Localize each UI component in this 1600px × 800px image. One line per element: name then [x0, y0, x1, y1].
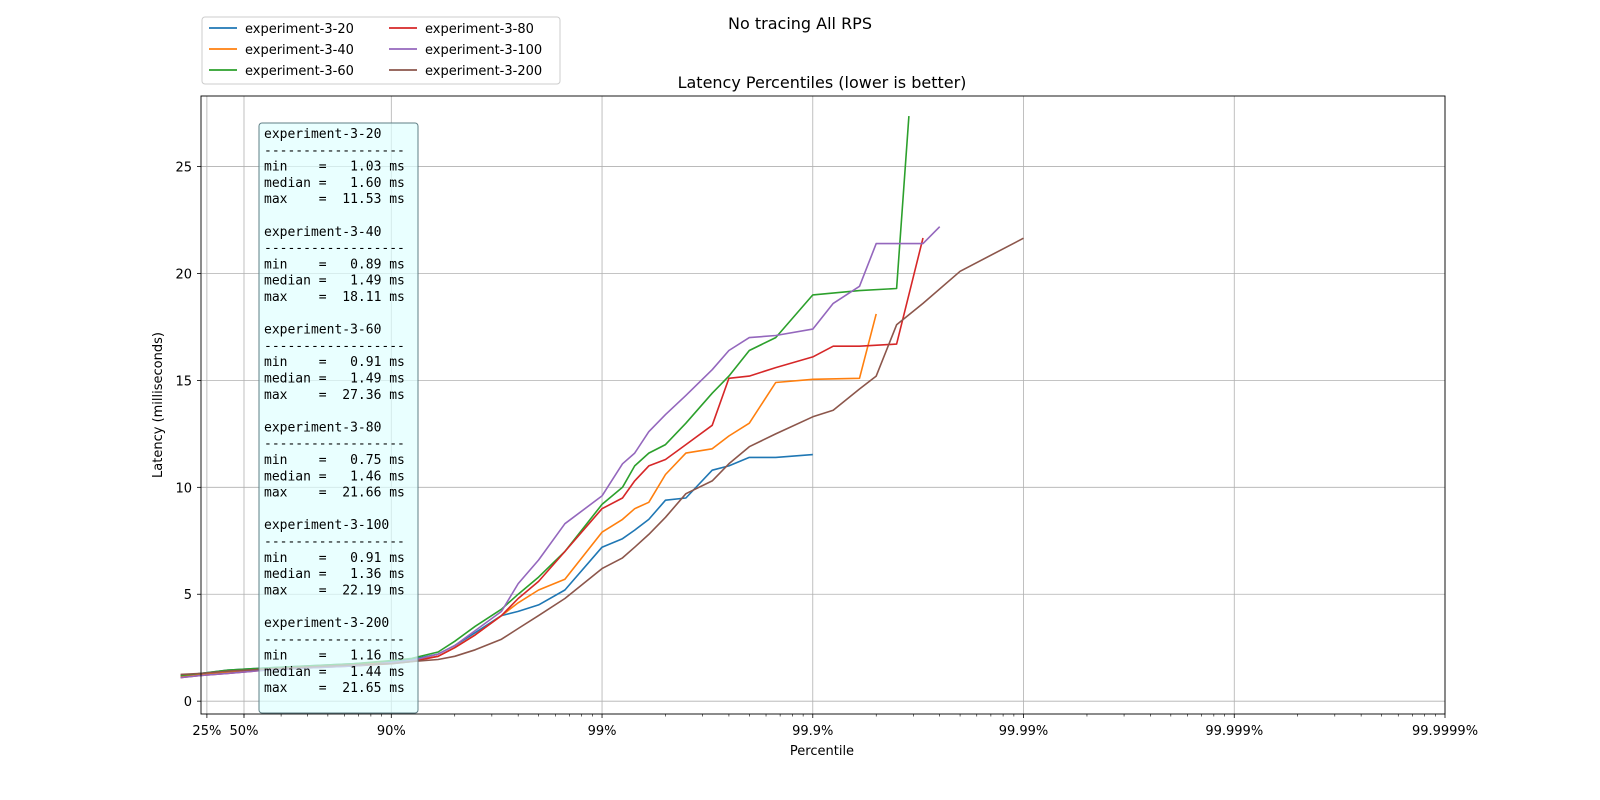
stats-min: min = 1.16 ms: [264, 649, 405, 664]
legend-label: experiment-3-40: [245, 43, 354, 58]
y-axis-label: Latency (milliseconds): [151, 332, 166, 478]
stats-median: median = 1.46 ms: [264, 469, 405, 484]
stats-divider: ------------------: [264, 339, 405, 354]
stats-median: median = 1.49 ms: [264, 274, 405, 289]
stats-annotation-box: experiment-3-20------------------min = 1…: [258, 122, 419, 714]
stats-series-name: experiment-3-20: [264, 127, 381, 142]
stats-min: min = 0.89 ms: [264, 257, 405, 272]
y-tick-label: 25: [175, 161, 192, 176]
stats-series-name: experiment-3-60: [264, 323, 381, 338]
stats-median: median = 1.60 ms: [264, 176, 405, 191]
stats-median: median = 1.49 ms: [264, 372, 405, 387]
plot-frame: [200, 95, 1446, 715]
legend-label: experiment-3-80: [425, 22, 534, 37]
stats-box-background: [258, 122, 419, 714]
x-tick-label: 99.9%: [792, 724, 833, 739]
stats-series-name: experiment-3-100: [264, 518, 389, 533]
legend-label: experiment-3-60: [245, 64, 354, 79]
stats-max: max = 22.19 ms: [264, 583, 405, 598]
x-tick-label: 99.99%: [999, 724, 1049, 739]
axis-ticks: 0 5 10 15 20 25 25% 50% 90% 99% 99.9% 99.99% 99.999%…: [175, 161, 1478, 739]
stats-max: max = 27.36 ms: [264, 388, 405, 403]
stats-divider: ------------------: [264, 143, 405, 158]
stats-max: max = 11.53 ms: [264, 192, 405, 207]
legend-label: experiment-3-100: [425, 43, 542, 58]
x-axis-label: Percentile: [790, 744, 854, 759]
figure-suptitle: No tracing All RPS: [728, 14, 872, 33]
axes-frame: [200, 95, 1446, 715]
stats-median: median = 1.44 ms: [264, 665, 405, 680]
y-tick-label: 5: [184, 588, 192, 603]
stats-series-name: experiment-3-80: [264, 420, 381, 435]
stats-max: max = 21.65 ms: [264, 681, 405, 696]
stats-median: median = 1.36 ms: [264, 567, 405, 582]
stats-divider: ------------------: [264, 437, 405, 452]
x-tick-label: 99.9999%: [1412, 724, 1478, 739]
stats-divider: ------------------: [264, 632, 405, 647]
stats-max: max = 21.66 ms: [264, 486, 405, 501]
stats-min: min = 0.91 ms: [264, 355, 405, 370]
y-tick-label: 10: [175, 481, 192, 496]
stats-min: min = 1.03 ms: [264, 160, 405, 175]
x-tick-label: 90%: [377, 724, 406, 739]
x-tick-label: 25%: [192, 724, 221, 739]
y-tick-label: 15: [175, 374, 192, 389]
x-tick-label: 99%: [588, 724, 617, 739]
x-tick-label: 50%: [230, 724, 259, 739]
stats-divider: ------------------: [264, 241, 405, 256]
y-tick-label: 0: [184, 695, 192, 710]
stats-divider: ------------------: [264, 535, 405, 550]
stats-min: min = 0.91 ms: [264, 551, 405, 566]
plot-title: Latency Percentiles (lower is better): [678, 73, 967, 92]
y-tick-label: 20: [175, 267, 192, 282]
legend-label: experiment-3-200: [425, 64, 542, 79]
legend-label: experiment-3-20: [245, 22, 354, 37]
stats-min: min = 0.75 ms: [264, 453, 405, 468]
x-tick-label: 99.999%: [1205, 724, 1263, 739]
stats-series-name: experiment-3-40: [264, 225, 381, 240]
stats-max: max = 18.11 ms: [264, 290, 405, 305]
stats-series-name: experiment-3-200: [264, 616, 389, 631]
legend-frame: [201, 16, 561, 85]
legend: experiment-3-20 experiment-3-40 experiment…: [201, 16, 561, 85]
